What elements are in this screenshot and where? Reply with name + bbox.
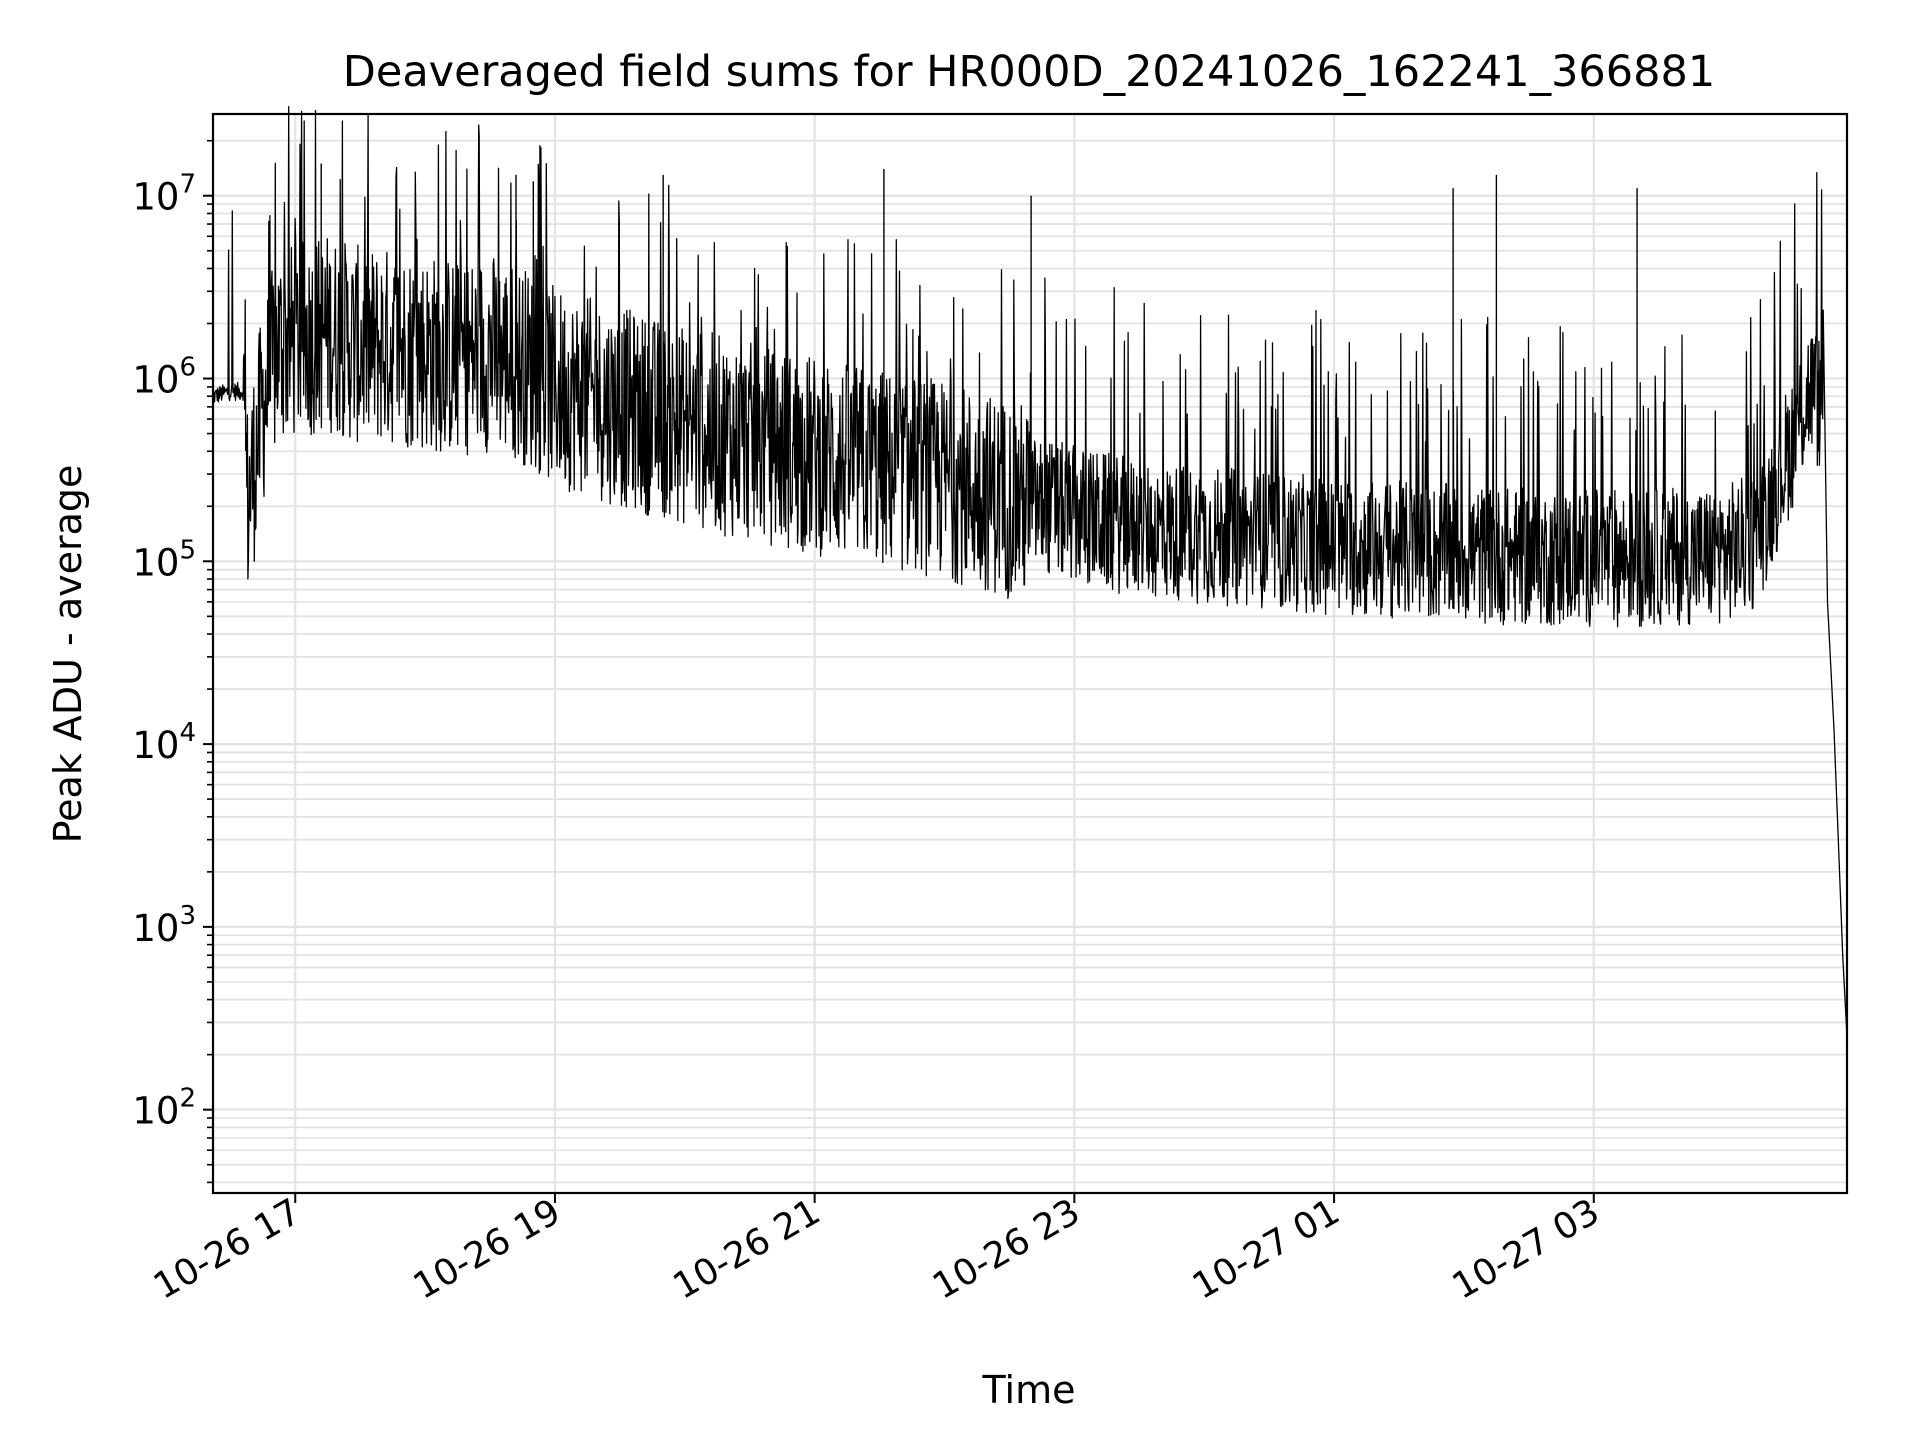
tick-label-y: 102: [132, 1084, 196, 1133]
chart-title: Deaveraged field sums for HR000D_2024102…: [343, 47, 1715, 97]
data-layer: [212, 105, 1848, 1037]
tick-label-x: 10-26 23: [926, 1191, 1087, 1307]
tick-label-x: 10-27 01: [1186, 1191, 1347, 1307]
tick-label-y: 107: [132, 170, 196, 219]
plot-frame: [211, 112, 1849, 1195]
tick-label-x: 10-26 17: [147, 1191, 308, 1307]
y-axis-label: Peak ADU - average: [46, 465, 90, 844]
x-axis: 10-26 17 10-26 19 10-26 21 10-26 23 10-27 01…: [147, 1191, 1606, 1307]
tick-label-y: 105: [132, 535, 196, 584]
series-line: [212, 105, 1848, 1037]
tick-label-y: 103: [132, 901, 196, 950]
tick-label-y: 104: [132, 718, 196, 767]
tick-label-x: 10-26 21: [666, 1191, 827, 1307]
x-axis-label: Time: [982, 1368, 1076, 1412]
y-axis: 102 103 104 105 106 107: [132, 170, 213, 1133]
tick-label-x: 10-27 03: [1446, 1191, 1607, 1307]
tick-label-y: 106: [132, 353, 196, 402]
tick-label-x: 10-26 19: [407, 1191, 568, 1307]
